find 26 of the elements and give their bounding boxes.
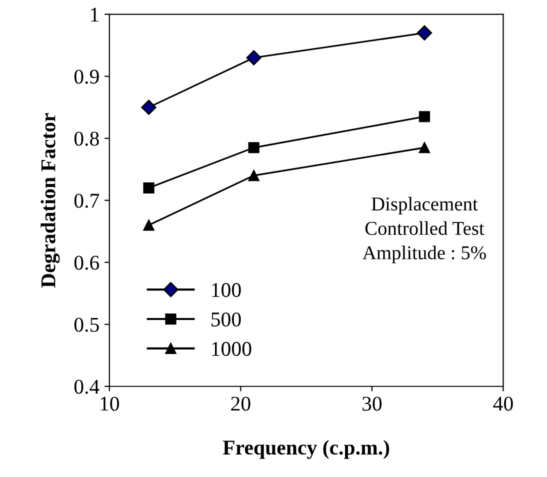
y-axis-title: Degradation Factor <box>40 113 60 288</box>
point <box>416 25 432 40</box>
x-tick-label: 20 <box>231 396 250 411</box>
point <box>248 142 260 154</box>
annotation: Displacement Controlled Test Amplitude : 5% <box>362 196 486 264</box>
point <box>418 111 430 122</box>
y-tick-label: 0.8 <box>74 132 99 146</box>
y-tick-label: 0.9 <box>74 70 99 84</box>
x-axis-title: Frequency (c.p.m.) <box>222 440 390 459</box>
legend-label: 500 <box>212 312 241 327</box>
y-tick-label: 1 <box>91 8 98 22</box>
y-tick-label: 0.5 <box>74 318 99 332</box>
point <box>143 182 154 194</box>
point <box>246 50 262 66</box>
x-tick-label: 10 <box>100 396 120 411</box>
y-tick-label: 0.6 <box>74 256 100 270</box>
x-tick-label: 30 <box>362 396 382 411</box>
legend-label: 100 <box>212 283 241 298</box>
point <box>141 100 156 115</box>
point <box>418 142 430 154</box>
point <box>143 220 154 231</box>
point <box>248 170 260 182</box>
y-tick-label: 0.4 <box>74 380 100 394</box>
y-tick-label: 0.7 <box>74 194 100 208</box>
legend-label: 1000 <box>212 342 252 356</box>
x-tick-label: 40 <box>493 396 513 411</box>
